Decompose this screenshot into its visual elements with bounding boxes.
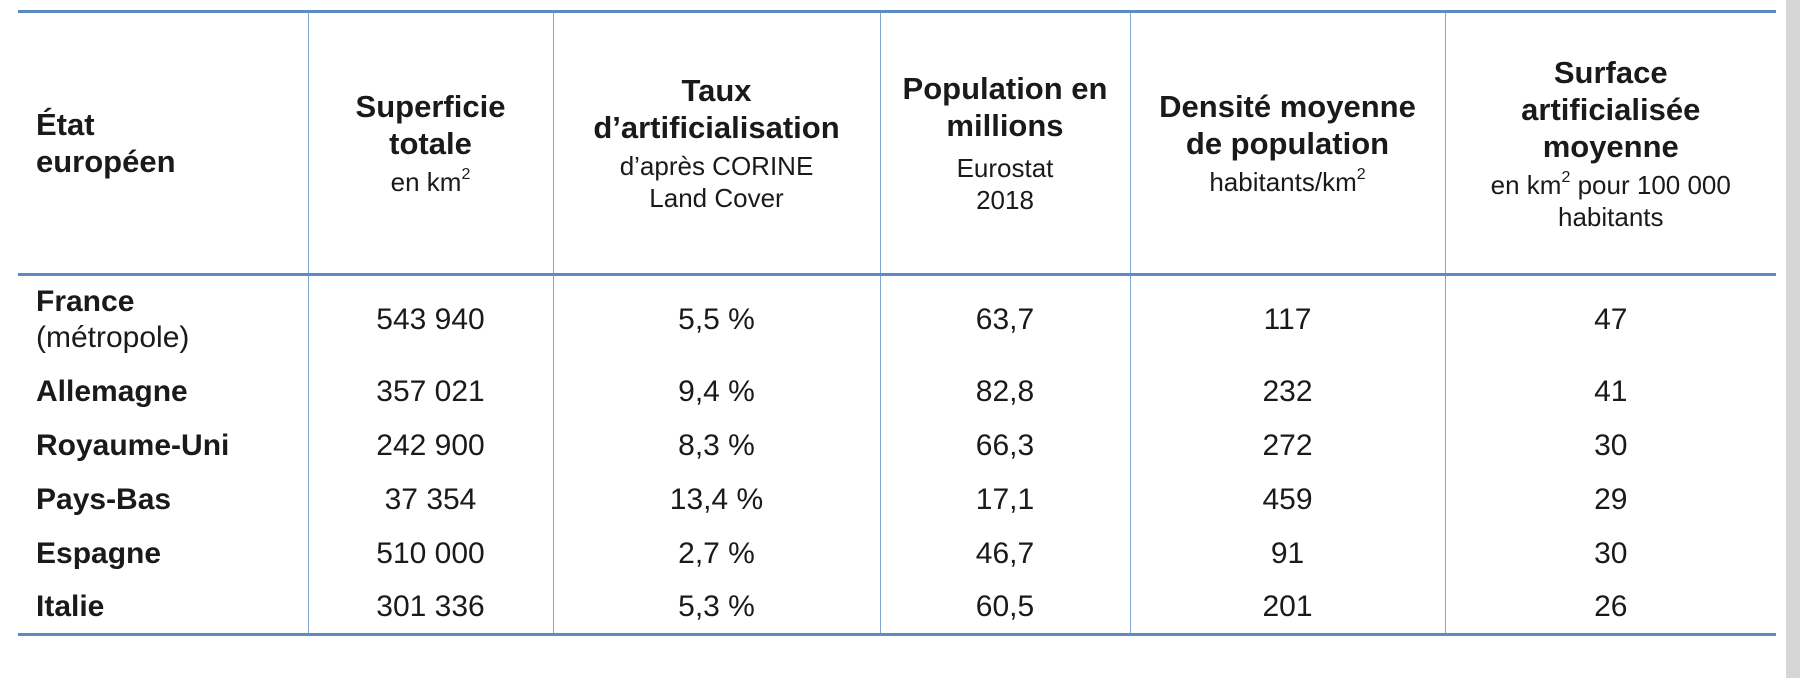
header-subtitle: d’après CORINE Land Cover: [619, 151, 814, 213]
cell-superficie: 37 354: [307, 472, 554, 527]
cell-densite: 91: [1129, 526, 1446, 581]
header-title: État européen: [36, 107, 176, 179]
cell-population: 60,5: [879, 580, 1131, 635]
cell-densite: 459: [1129, 472, 1446, 527]
header-row: État européen Superficie totale en km2 T…: [18, 11, 1776, 275]
header-unit-exponent: 2: [461, 166, 471, 183]
header-unit: en km: [1490, 169, 1562, 200]
cell-taux: 8,3 %: [552, 418, 881, 473]
cell-taux: 13,4 %: [552, 472, 881, 527]
cell-country: Italie: [18, 580, 309, 635]
cell-surface: 47: [1444, 274, 1776, 365]
comparison-table: État européen Superficie totale en km2 T…: [18, 10, 1776, 636]
cell-taux: 9,4 %: [552, 364, 881, 419]
header-subtitle: Eurostat 2018: [956, 153, 1054, 215]
cell-densite: 201: [1129, 580, 1446, 635]
country-name: Pays-Bas: [36, 482, 172, 516]
cell-population: 66,3: [879, 418, 1131, 473]
cell-population: 46,7: [879, 526, 1131, 581]
header-unit-exponent: 2: [1561, 168, 1571, 186]
header-title: Taux d’artificialisation: [593, 73, 840, 145]
cell-surface: 26: [1444, 580, 1776, 635]
window-frame-edge: [1786, 0, 1800, 678]
header-taux: Taux d’artificialisation d’après CORINE …: [552, 11, 881, 275]
header-unit-suffix: pour 100 000 habitants: [1557, 169, 1731, 232]
header-unit: en km: [390, 167, 462, 197]
cell-surface: 41: [1444, 364, 1776, 419]
cell-population: 63,7: [879, 274, 1131, 365]
country-name: Royaume-Uni: [36, 428, 230, 462]
header-superficie: Superficie totale en km2: [307, 11, 554, 275]
header-title: Densité moyenne de population: [1159, 89, 1416, 161]
table-row: Royaume-Uni 242 900 8,3 % 66,3 272 30: [18, 418, 1776, 473]
table-row: Pays-Bas 37 354 13,4 % 17,1 459 29: [18, 472, 1776, 527]
cell-taux: 5,3 %: [552, 580, 881, 635]
header-title: Surface artificialisée moyenne: [1521, 54, 1701, 164]
table-row: Allemagne 357 021 9,4 % 82,8 232 41: [18, 364, 1776, 419]
header-subtitle: en km2: [309, 166, 553, 198]
cell-superficie: 242 900: [307, 418, 554, 473]
cell-densite: 272: [1129, 418, 1446, 473]
cell-densite: 117: [1129, 274, 1446, 365]
header-surface: Surface artificialisée moyenne en km2 po…: [1444, 11, 1776, 275]
cell-taux: 2,7 %: [552, 526, 881, 581]
table-row: France (métropole) 543 940 5,5 % 63,7 11…: [18, 274, 1776, 365]
cell-superficie: 357 021: [307, 364, 554, 419]
cell-country: Allemagne: [18, 364, 309, 419]
cell-superficie: 510 000: [307, 526, 554, 581]
cell-population: 17,1: [879, 472, 1131, 527]
cell-densite: 232: [1129, 364, 1446, 419]
cell-taux: 5,5 %: [552, 274, 881, 365]
cell-country: Pays-Bas: [18, 472, 309, 527]
header-title: Superficie totale: [355, 89, 506, 161]
table-row: Italie 301 336 5,3 % 60,5 201 26: [18, 580, 1776, 635]
country-name: France: [36, 285, 135, 319]
header-population: Population en millions Eurostat 2018: [879, 11, 1131, 275]
header-densite: Densité moyenne de population habitants/…: [1129, 11, 1446, 275]
header-subtitle: en km2 pour 100 000 habitants: [1466, 169, 1756, 233]
cell-superficie: 301 336: [307, 580, 554, 635]
header-subtitle: habitants/km2: [1131, 166, 1445, 198]
cell-country: Royaume-Uni: [18, 418, 309, 473]
cell-superficie: 543 940: [307, 274, 554, 365]
country-name: Allemagne: [36, 374, 188, 408]
cell-surface: 29: [1444, 472, 1776, 527]
header-unit-exponent: 2: [1356, 166, 1366, 183]
country-note: (métropole): [36, 321, 190, 355]
table-row: Espagne 510 000 2,7 % 46,7 91 30: [18, 526, 1776, 581]
cell-surface: 30: [1444, 526, 1776, 581]
header-title: Population en millions: [902, 71, 1108, 143]
country-name: Italie: [36, 589, 105, 623]
cell-surface: 30: [1444, 418, 1776, 473]
cell-population: 82,8: [879, 364, 1131, 419]
header-etat: État européen: [18, 11, 309, 275]
cell-country: Espagne: [18, 526, 309, 581]
country-name: Espagne: [36, 536, 162, 570]
header-unit: habitants/km: [1209, 167, 1357, 197]
cell-country: France (métropole): [18, 274, 309, 365]
